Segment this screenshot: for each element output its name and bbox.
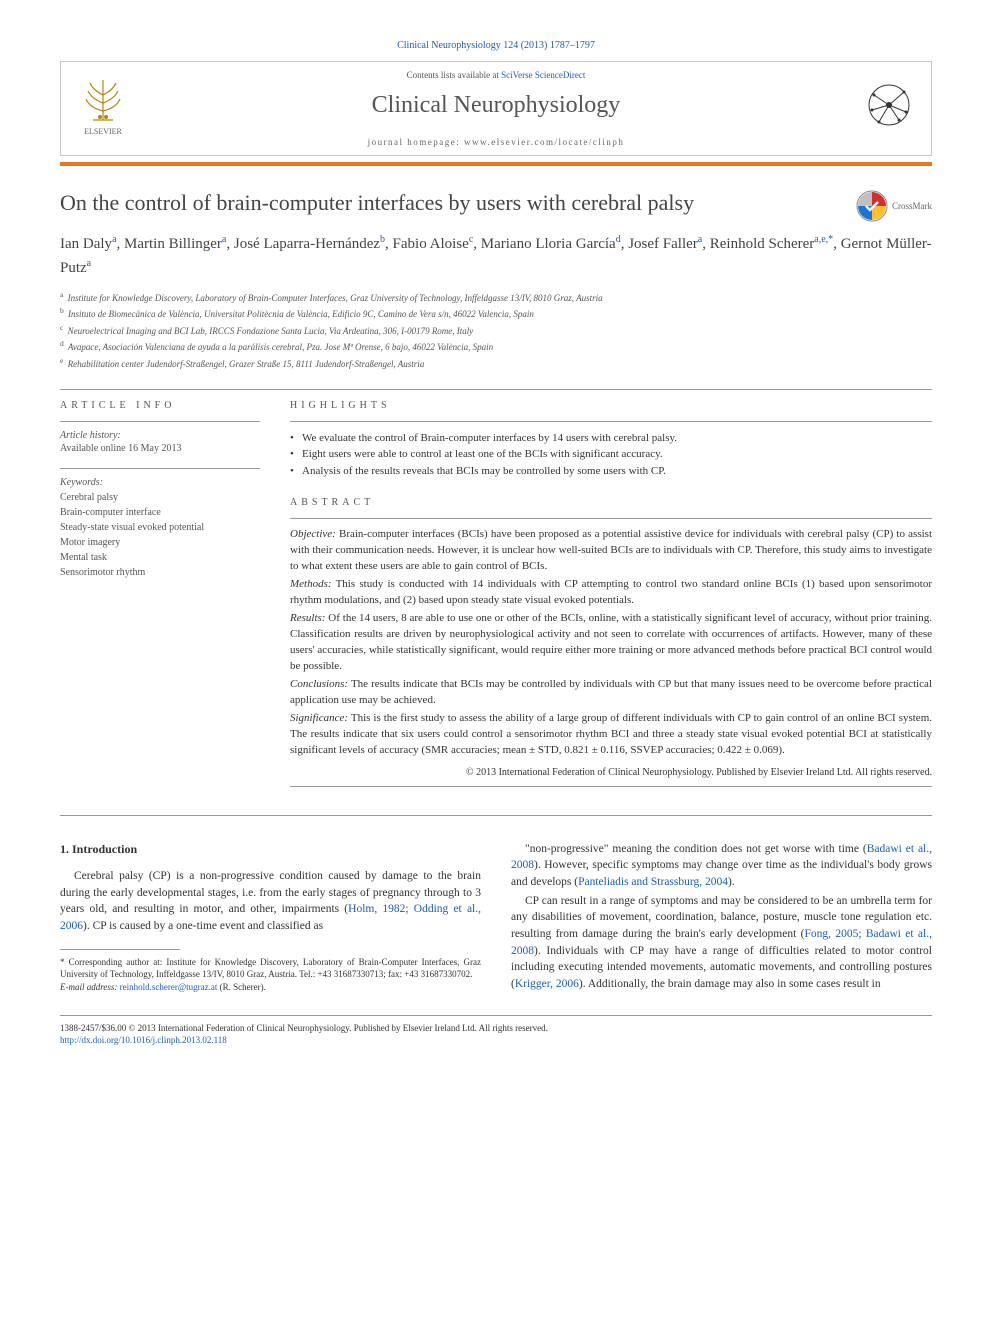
highlights-divider xyxy=(290,421,932,422)
abstract-part: Conclusions: The results indicate that B… xyxy=(290,677,932,709)
abstract-part: Results: Of the 14 users, 8 are able to … xyxy=(290,611,932,675)
abstract-part: Methods: This study is conducted with 14… xyxy=(290,577,932,609)
highlight-item: Eight users were able to control at leas… xyxy=(290,446,932,463)
keyword-item: Sensorimotor rhythm xyxy=(60,565,260,580)
abstract-divider xyxy=(290,518,932,519)
journal-homepage: journal homepage: www.elsevier.com/locat… xyxy=(153,137,839,147)
crossmark-label: CrossMark xyxy=(892,201,932,211)
affiliation-line: e Rehabilitation center Judendorf-Straße… xyxy=(60,355,932,371)
page-footer: 1388-2457/$36.00 © 2013 International Fe… xyxy=(60,1022,932,1047)
homepage-prefix: journal homepage: xyxy=(368,137,464,147)
contents-available-line: Contents lists available at SciVerse Sci… xyxy=(153,70,839,80)
body-column-right: "non-progressive" meaning the condition … xyxy=(511,841,932,995)
body-text: ). CP is caused by a one-time event and … xyxy=(83,920,323,932)
footnote-separator xyxy=(60,949,180,950)
article-info-label: ARTICLE INFO xyxy=(60,400,260,411)
section-divider xyxy=(60,389,932,390)
abstract-bottom-divider xyxy=(290,786,932,787)
keyword-item: Brain-computer interface xyxy=(60,505,260,520)
corresponding-author-footnote: * Corresponding author at: Institute for… xyxy=(60,956,481,994)
footnote-text: * Corresponding author at: Institute for… xyxy=(60,956,481,981)
abstract-part: Significance: This is the first study to… xyxy=(290,711,932,759)
info-divider-2 xyxy=(60,468,260,469)
body-text: ). xyxy=(728,876,735,888)
highlights-label: HIGHLIGHTS xyxy=(290,400,932,411)
crossmark-badge[interactable]: CrossMark xyxy=(856,190,932,222)
keywords-list: Cerebral palsyBrain-computer interfaceSt… xyxy=(60,490,260,580)
citation-link[interactable]: Krigger, 2006 xyxy=(515,978,579,990)
intro-paragraph-1: Cerebral palsy (CP) is a non-progressive… xyxy=(60,868,481,935)
journal-name: Clinical Neurophysiology xyxy=(153,92,839,119)
elsevier-logo: ELSEVIER xyxy=(73,70,133,140)
article-info-column: ARTICLE INFO Article history: Available … xyxy=(60,400,260,795)
footer-copyright: 1388-2457/$36.00 © 2013 International Fe… xyxy=(60,1022,932,1035)
accent-bar xyxy=(60,162,932,166)
footer-separator xyxy=(60,1015,932,1016)
authors-list: Ian Dalya, Martin Billingera, José Lapar… xyxy=(60,232,932,279)
affiliations-list: a Institute for Knowledge Discovery, Lab… xyxy=(60,289,932,371)
keyword-item: Steady-state visual evoked potential xyxy=(60,520,260,535)
elsevier-label: ELSEVIER xyxy=(84,127,122,136)
homepage-url[interactable]: www.elsevier.com/locate/clinph xyxy=(464,137,624,147)
info-divider xyxy=(60,421,260,422)
affiliation-line: c Neuroelectrical Imaging and BCI Lab, I… xyxy=(60,322,932,338)
elsevier-tree-icon xyxy=(78,75,128,125)
intro-paragraph-1-cont: "non-progressive" meaning the condition … xyxy=(511,841,932,891)
affiliation-line: b Insituto de Biomecánica de València, U… xyxy=(60,305,932,321)
intro-paragraph-2: CP can result in a range of symptoms and… xyxy=(511,893,932,993)
abstract-part: Objective: Brain-computer interfaces (BC… xyxy=(290,527,932,575)
keyword-item: Motor imagery xyxy=(60,535,260,550)
body-columns: 1. Introduction Cerebral palsy (CP) is a… xyxy=(60,841,932,995)
abstract-column: HIGHLIGHTS We evaluate the control of Br… xyxy=(290,400,932,795)
keyword-item: Cerebral palsy xyxy=(60,490,260,505)
journal-cover-icon xyxy=(859,70,919,140)
highlight-item: Analysis of the results reveals that BCI… xyxy=(290,463,932,480)
abstract-copyright: © 2013 International Federation of Clini… xyxy=(290,767,932,778)
email-label: E-mail address: xyxy=(60,982,117,992)
history-label: Article history: xyxy=(60,430,260,441)
contents-prefix: Contents lists available at xyxy=(407,70,501,80)
journal-header-box: ELSEVIER Contents lists available at Sci… xyxy=(60,61,932,156)
highlights-list: We evaluate the control of Brain-compute… xyxy=(290,430,932,480)
body-text: "non-progressive" meaning the condition … xyxy=(525,843,867,855)
body-divider xyxy=(60,815,932,816)
top-citation: Clinical Neurophysiology 124 (2013) 1787… xyxy=(60,40,932,51)
affiliation-line: d Avapace, Asociación Valenciana de ayud… xyxy=(60,338,932,354)
body-text: ). Additionally, the brain damage may al… xyxy=(579,978,881,990)
doi-link[interactable]: http://dx.doi.org/10.1016/j.clinph.2013.… xyxy=(60,1035,227,1045)
body-column-left: 1. Introduction Cerebral palsy (CP) is a… xyxy=(60,841,481,995)
email-link[interactable]: reinhold.scherer@tugraz.at xyxy=(120,982,218,992)
keywords-label: Keywords: xyxy=(60,477,260,488)
affiliation-line: a Institute for Knowledge Discovery, Lab… xyxy=(60,289,932,305)
abstract-label: ABSTRACT xyxy=(290,497,932,508)
abstract-body: Objective: Brain-computer interfaces (BC… xyxy=(290,527,932,758)
highlight-item: We evaluate the control of Brain-compute… xyxy=(290,430,932,447)
article-title: On the control of brain-computer interfa… xyxy=(60,190,856,216)
section-heading: 1. Introduction xyxy=(60,841,481,858)
email-suffix: (R. Scherer). xyxy=(220,982,266,992)
keyword-item: Mental task xyxy=(60,550,260,565)
crossmark-icon xyxy=(856,190,888,222)
history-text: Available online 16 May 2013 xyxy=(60,443,260,454)
citation-link[interactable]: Panteliadis and Strassburg, 2004 xyxy=(578,876,728,888)
sciencedirect-link[interactable]: SciVerse ScienceDirect xyxy=(501,70,585,80)
